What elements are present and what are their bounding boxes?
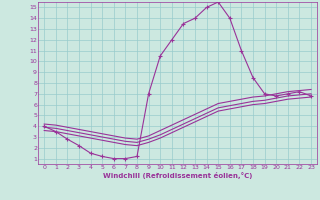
- X-axis label: Windchill (Refroidissement éolien,°C): Windchill (Refroidissement éolien,°C): [103, 172, 252, 179]
